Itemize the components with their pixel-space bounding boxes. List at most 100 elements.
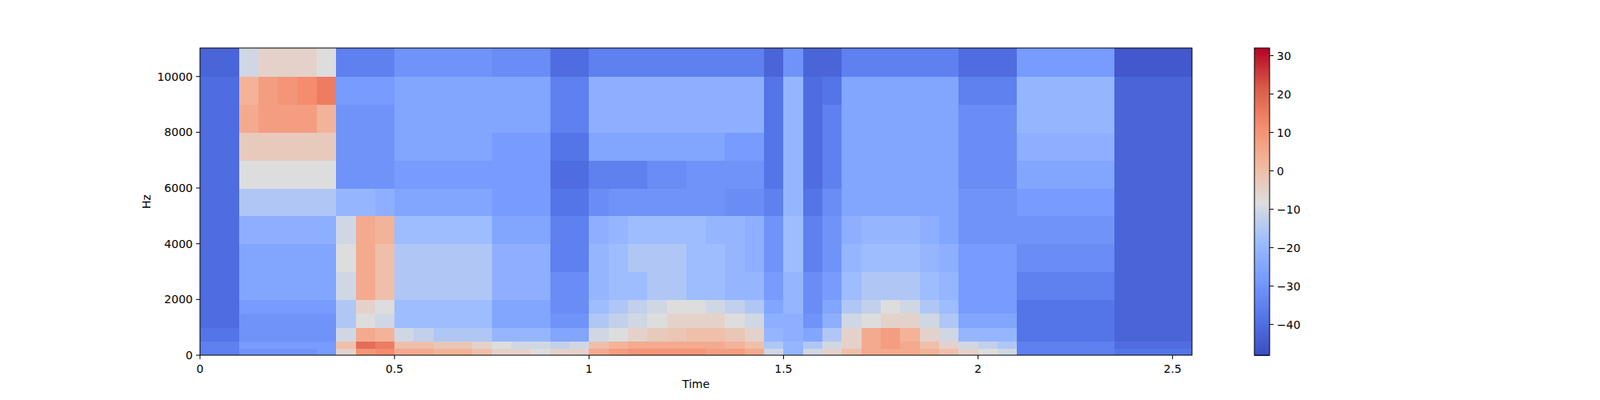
cell xyxy=(647,244,668,272)
cell xyxy=(764,299,784,314)
cell xyxy=(764,313,784,328)
cell xyxy=(997,48,1018,77)
cell xyxy=(1133,76,1154,105)
x-tick xyxy=(588,355,590,360)
cell xyxy=(861,188,882,216)
cell xyxy=(744,76,765,105)
cell xyxy=(1114,348,1135,356)
cell xyxy=(900,341,920,349)
cell xyxy=(452,160,473,188)
cell xyxy=(277,348,298,356)
cell xyxy=(1114,327,1135,342)
cell xyxy=(492,104,512,133)
cell xyxy=(978,341,999,349)
cell xyxy=(1036,160,1056,188)
cell xyxy=(336,216,356,244)
cell xyxy=(1036,313,1056,328)
cell xyxy=(1094,216,1115,244)
cell xyxy=(920,348,940,356)
cell xyxy=(744,48,765,77)
cell xyxy=(1152,160,1173,188)
cell xyxy=(1152,76,1173,105)
cell xyxy=(588,299,609,314)
cell xyxy=(356,348,376,356)
cell xyxy=(861,244,882,272)
y-tick-label: 2000 xyxy=(164,292,193,306)
cell xyxy=(939,299,960,314)
cell xyxy=(861,132,882,160)
cell xyxy=(1172,299,1192,314)
cell xyxy=(667,132,688,160)
cell xyxy=(1056,348,1076,356)
cell xyxy=(803,160,824,188)
cell xyxy=(705,160,726,188)
cell xyxy=(1133,160,1154,188)
cell xyxy=(686,244,707,272)
cell xyxy=(978,216,999,244)
cell xyxy=(277,244,298,272)
cell xyxy=(861,48,882,77)
cell xyxy=(472,299,492,314)
cell xyxy=(258,327,279,342)
cell xyxy=(628,341,648,349)
cell xyxy=(297,188,318,216)
cell xyxy=(647,48,668,77)
cell xyxy=(316,272,337,300)
cell xyxy=(958,104,979,133)
cell xyxy=(686,76,707,105)
cell xyxy=(978,244,999,272)
cell xyxy=(492,244,512,272)
cell xyxy=(1172,188,1192,216)
cell xyxy=(1056,132,1076,160)
cell xyxy=(880,327,901,342)
cell xyxy=(1016,104,1037,133)
cell xyxy=(1152,48,1173,77)
cell xyxy=(939,160,960,188)
cell xyxy=(472,188,492,216)
cell xyxy=(861,327,882,342)
cells xyxy=(200,48,1192,356)
cell xyxy=(375,188,396,216)
cell xyxy=(1016,341,1037,349)
cell xyxy=(433,299,454,314)
cell xyxy=(297,299,318,314)
cell xyxy=(1075,341,1096,349)
cell xyxy=(452,272,473,300)
cell xyxy=(997,327,1018,342)
cell xyxy=(900,244,920,272)
cell xyxy=(277,341,298,349)
cell xyxy=(413,299,434,314)
cell xyxy=(744,272,765,300)
cell xyxy=(978,132,999,160)
cell xyxy=(783,188,804,216)
cell xyxy=(472,244,492,272)
cell xyxy=(686,348,707,356)
cell xyxy=(375,160,396,188)
cell xyxy=(375,327,396,342)
cell xyxy=(394,244,415,272)
cell xyxy=(764,244,784,272)
cell xyxy=(239,160,260,188)
cell xyxy=(200,188,220,216)
cell xyxy=(724,299,745,314)
cell xyxy=(452,216,473,244)
cell xyxy=(394,299,415,314)
y-tick xyxy=(196,299,200,300)
cell xyxy=(356,104,376,133)
cell xyxy=(492,341,512,349)
cell xyxy=(1056,272,1076,300)
cell xyxy=(705,341,726,349)
cell xyxy=(900,76,920,105)
cell xyxy=(1056,299,1076,314)
cell xyxy=(511,188,532,216)
cell xyxy=(239,188,260,216)
cell xyxy=(550,132,571,160)
cell xyxy=(880,244,901,272)
y-tick-label: 10000 xyxy=(156,70,193,84)
cell xyxy=(1036,188,1056,216)
cell xyxy=(1016,48,1037,77)
cell xyxy=(958,327,979,342)
cell xyxy=(822,244,843,272)
x-tick-label: 2 xyxy=(974,362,982,376)
cell xyxy=(1114,313,1135,328)
